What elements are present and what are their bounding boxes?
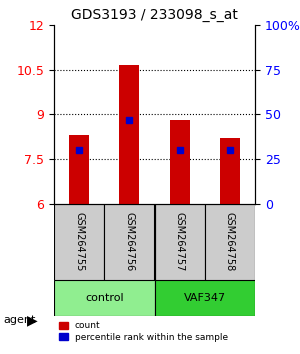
FancyBboxPatch shape (154, 204, 205, 280)
Text: VAF347: VAF347 (184, 293, 226, 303)
FancyBboxPatch shape (154, 280, 255, 316)
Legend: count, percentile rank within the sample: count, percentile rank within the sample (58, 321, 228, 342)
Text: GSM264756: GSM264756 (124, 212, 134, 272)
Text: GSM264757: GSM264757 (175, 212, 184, 272)
Text: ▶: ▶ (27, 313, 38, 327)
Bar (119, 65, 140, 204)
FancyBboxPatch shape (54, 280, 154, 316)
Title: GDS3193 / 233098_s_at: GDS3193 / 233098_s_at (71, 8, 238, 22)
Bar (220, 138, 240, 204)
Text: GSM264755: GSM264755 (74, 212, 84, 272)
Text: control: control (85, 293, 124, 303)
Text: agent: agent (3, 315, 35, 325)
Bar (69, 135, 89, 204)
Text: GSM264758: GSM264758 (225, 212, 235, 272)
FancyBboxPatch shape (104, 204, 154, 280)
Bar (169, 120, 190, 204)
FancyBboxPatch shape (205, 204, 255, 280)
FancyBboxPatch shape (54, 204, 104, 280)
